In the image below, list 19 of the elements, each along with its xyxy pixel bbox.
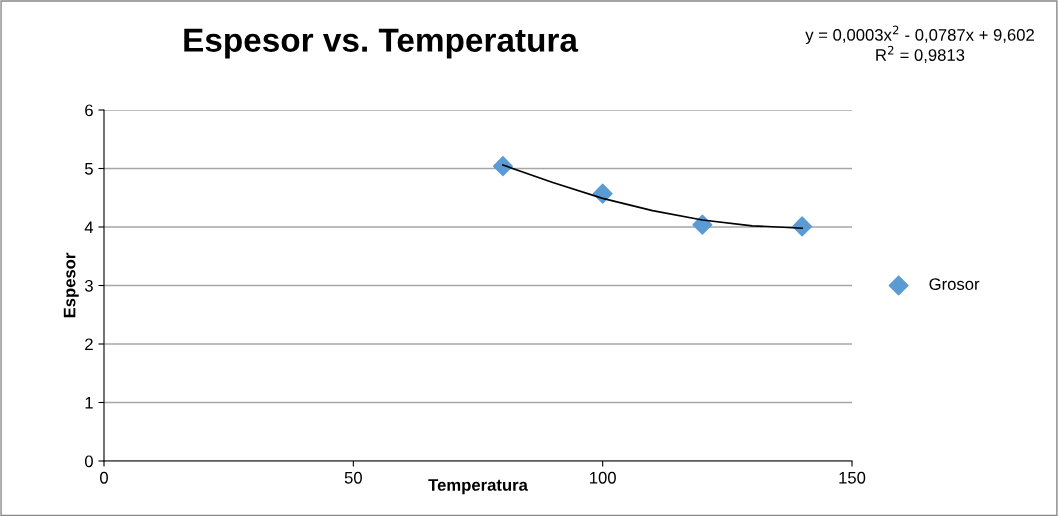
y-tick-label: 2 [85,338,93,351]
legend-label: Grosor [929,278,980,290]
point [692,214,713,235]
chart-title: Espesor vs. Temperatura [184,28,579,59]
y-tick-label: 6 [85,104,93,117]
x-tick-label: 100 [590,471,616,484]
y-tick-label: 3 [84,279,93,292]
x-tick-label: 0 [100,471,108,484]
x-tick-label: 150 [839,471,866,484]
y-tick-label: 5 [84,163,93,175]
x-tick-label: 50 [344,471,362,484]
y-tick-label: 0 [84,455,93,468]
y-tick-label: 4 [84,221,94,234]
text: y = 0,0003x$^{2}$ - 0,0787x + 9,602 R$^{2}$ = 0,9813 [805,25,1034,63]
y-tick-label: 1 [85,397,93,409]
y-axis-title: Espesor [63,252,79,318]
point [792,216,813,237]
point [492,156,513,177]
x-axis-title: Temperatura [428,479,528,495]
